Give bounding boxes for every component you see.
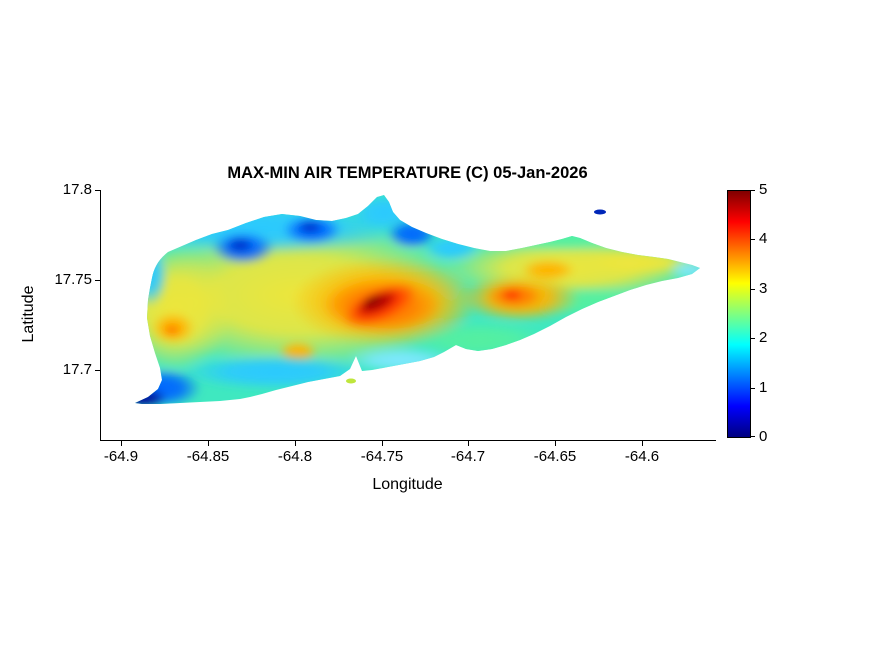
x-tick-mark [555, 441, 556, 446]
x-tick-label: -64.7 [450, 448, 486, 465]
x-tick-label: -64.6 [624, 448, 660, 465]
colorbar-tick-mark [751, 436, 755, 437]
colorbar-tick-mark [751, 388, 755, 389]
colorbar-tick-mark [751, 289, 755, 290]
x-tick-mark [208, 441, 209, 446]
x-tick-mark [642, 441, 643, 446]
y-tick-mark [95, 370, 100, 371]
y-tick-mark [95, 190, 100, 191]
x-tick-label: -64.9 [103, 448, 139, 465]
y-tick-mark [95, 280, 100, 281]
y-axis-line [100, 190, 101, 441]
colorbar-tick-label: 1 [759, 379, 768, 396]
colorbar-tick-label: 2 [759, 329, 768, 346]
x-tick-mark [382, 441, 383, 446]
colorbar-tick-label: 0 [759, 428, 768, 445]
colorbar [727, 190, 751, 438]
colorbar-tick-mark [751, 239, 755, 240]
x-tick-mark [468, 441, 469, 446]
y-tick-label: 17.8 [62, 181, 92, 198]
x-axis-label: Longitude [372, 476, 443, 493]
x-tick-mark [121, 441, 122, 446]
colorbar-tick-label: 5 [759, 181, 768, 198]
x-tick-mark [295, 441, 296, 446]
plot-area [100, 190, 715, 440]
x-tick-label: -64.75 [360, 448, 404, 465]
offshore-islet [594, 209, 606, 215]
chart-title: MAX-MIN AIR TEMPERATURE (C) 05-Jan-2026 [227, 164, 588, 182]
colorbar-tick-mark [751, 338, 755, 339]
island-heatmap [135, 195, 700, 404]
x-axis-line [100, 440, 716, 441]
colorbar-tick-label: 4 [759, 230, 768, 247]
colorbar-gradient [728, 191, 750, 437]
y-tick-label: 17.75 [54, 271, 92, 288]
temperature-field-blobs [135, 195, 700, 404]
x-tick-label: -64.8 [277, 448, 313, 465]
small-cay [346, 378, 356, 384]
island-landmass [135, 195, 700, 404]
colorbar-tick-mark [751, 190, 755, 191]
y-tick-label: 17.7 [62, 361, 92, 378]
colorbar-tick-label: 3 [759, 280, 768, 297]
x-tick-label: -64.85 [186, 448, 230, 465]
x-tick-label: -64.65 [533, 448, 577, 465]
